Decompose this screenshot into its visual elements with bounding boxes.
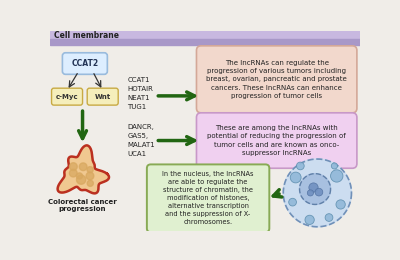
FancyBboxPatch shape: [62, 53, 107, 74]
Text: These are among the lncRNAs with
potential of reducing the progression of
tumor : These are among the lncRNAs with potenti…: [207, 125, 346, 156]
Text: Cell membrane: Cell membrane: [54, 30, 119, 40]
FancyBboxPatch shape: [87, 88, 118, 105]
FancyBboxPatch shape: [196, 46, 357, 113]
Circle shape: [305, 215, 314, 224]
Bar: [50, 39, 360, 45]
Polygon shape: [87, 167, 93, 173]
Polygon shape: [86, 172, 94, 180]
Circle shape: [315, 188, 323, 196]
Polygon shape: [79, 163, 87, 171]
Text: The lncRNAs can regulate the
progression of various tumors including
breast, ova: The lncRNAs can regulate the progression…: [206, 60, 347, 99]
FancyBboxPatch shape: [196, 113, 357, 168]
Circle shape: [331, 163, 338, 169]
FancyBboxPatch shape: [52, 88, 82, 105]
Circle shape: [309, 183, 318, 192]
Polygon shape: [76, 175, 86, 184]
Circle shape: [290, 172, 301, 183]
Circle shape: [296, 162, 304, 170]
Text: Colorectal cancer
progression: Colorectal cancer progression: [48, 199, 117, 212]
Text: c-Myc: c-Myc: [56, 94, 78, 100]
Text: Wnt: Wnt: [94, 94, 111, 100]
Polygon shape: [87, 180, 93, 186]
Text: DANCR,
GAS5,
MALAT1
UCA1: DANCR, GAS5, MALAT1 UCA1: [128, 124, 155, 157]
Circle shape: [307, 190, 314, 196]
FancyBboxPatch shape: [147, 164, 269, 232]
Polygon shape: [283, 159, 352, 227]
Circle shape: [336, 200, 345, 209]
Text: CCAT1
HOTAIR
NEAT1
TUG1: CCAT1 HOTAIR NEAT1 TUG1: [128, 77, 153, 110]
Circle shape: [289, 198, 296, 206]
Text: In the nucleus, the lncRNAs
are able to regulate the
structure of chromatin, the: In the nucleus, the lncRNAs are able to …: [162, 171, 254, 225]
Polygon shape: [58, 145, 109, 193]
Polygon shape: [70, 163, 77, 170]
Circle shape: [325, 214, 333, 222]
Polygon shape: [70, 169, 77, 177]
Polygon shape: [76, 173, 82, 179]
Text: CCAT2: CCAT2: [71, 59, 98, 68]
Bar: [50, 31, 360, 39]
Circle shape: [330, 170, 343, 182]
Polygon shape: [300, 174, 330, 204]
